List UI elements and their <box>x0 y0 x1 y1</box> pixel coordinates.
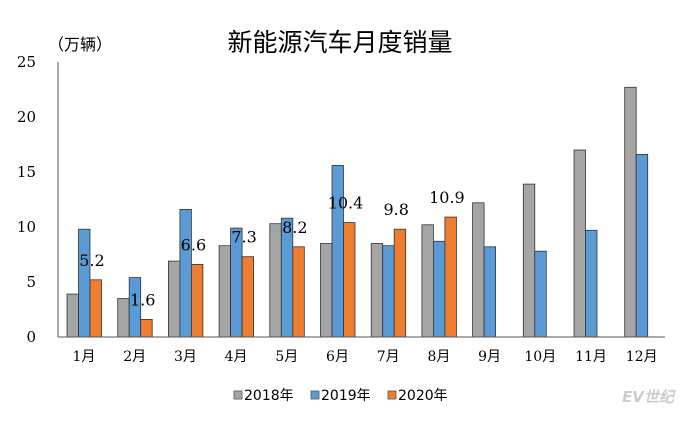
bar-2019年-10月 <box>534 250 547 338</box>
bar-2018年-2月 <box>117 298 130 338</box>
data-label: 9.8 <box>383 200 408 219</box>
bar-2018年-8月 <box>421 224 434 338</box>
legend-label: 2018年 <box>244 388 294 404</box>
bar-2018年-12月 <box>624 86 637 338</box>
bar-2018年-10月 <box>522 183 536 338</box>
bar-2019年-6月 <box>331 164 344 338</box>
bar-2020年-8月 <box>444 216 457 338</box>
bar-2018年-6月 <box>320 243 333 338</box>
y-axis-unit: （万辆） <box>48 35 112 54</box>
bar-2019年-8月 <box>432 240 446 338</box>
x-tick-label: 9月 <box>478 349 501 365</box>
bar-2020年-3月 <box>190 263 204 338</box>
x-tick-label: 2月 <box>123 349 146 365</box>
bar-2020年-5月 <box>292 246 305 338</box>
y-tick-label: 25 <box>17 53 36 71</box>
data-label: 7.3 <box>231 228 256 247</box>
watermark-logo: EV世纪 <box>622 388 676 406</box>
legend-item-2018年: 2018年 <box>233 388 294 404</box>
data-label: 10.9 <box>429 188 465 207</box>
data-label: 10.4 <box>328 194 364 213</box>
legend-item-2019年: 2019年 <box>310 388 371 404</box>
x-tick-label: 1月 <box>73 349 96 365</box>
bar-2019年-7月 <box>382 245 395 338</box>
legend-swatch <box>233 390 243 400</box>
bar-2019年-1月 <box>78 228 91 338</box>
x-tick-label: 11月 <box>575 349 607 365</box>
bar-2020年-6月 <box>343 222 356 338</box>
x-tick-label: 5月 <box>275 349 298 365</box>
y-tick-label: 20 <box>17 108 36 126</box>
bar-2019年-11月 <box>585 229 598 338</box>
legend-swatch <box>387 390 397 400</box>
legend-label: 2020年 <box>398 388 448 404</box>
bar-2018年-3月 <box>167 260 181 338</box>
data-label: 1.6 <box>130 290 155 309</box>
legend-item-2020年: 2020年 <box>387 388 448 404</box>
y-tick-label: 15 <box>17 163 36 181</box>
legend-swatch <box>310 390 320 400</box>
x-tick-label: 10月 <box>524 349 556 365</box>
bar-2018年-1月 <box>66 293 79 338</box>
bar-2018年-4月 <box>218 245 232 338</box>
y-tick-label: 0 <box>26 328 36 346</box>
x-tick-label: 12月 <box>626 349 658 365</box>
x-tick-label: 4月 <box>225 349 248 365</box>
data-label: 6.6 <box>181 235 206 254</box>
y-tick-label: 5 <box>26 273 36 291</box>
bar-2018年-9月 <box>472 202 485 338</box>
bar-2020年-7月 <box>393 228 407 338</box>
bar-2019年-3月 <box>179 208 192 338</box>
bar-2019年-12月 <box>635 153 649 338</box>
bar-2019年-9月 <box>483 246 497 338</box>
data-label: 5.2 <box>79 251 104 270</box>
chart-title: 新能源汽车月度销量 <box>227 28 452 57</box>
legend-label: 2019年 <box>321 388 371 404</box>
x-tick-label: 7月 <box>377 349 400 365</box>
x-tick-label: 6月 <box>326 349 349 365</box>
bar-2020年-2月 <box>140 318 153 338</box>
y-tick-label: 10 <box>17 218 36 236</box>
bar-2020年-1月 <box>89 279 102 338</box>
bar-2018年-11月 <box>573 149 586 338</box>
bar-2018年-5月 <box>269 223 282 338</box>
data-label: 8.2 <box>282 218 307 237</box>
bar-2020年-4月 <box>241 256 255 338</box>
bar-2018年-7月 <box>370 243 384 338</box>
x-tick-label: 8月 <box>427 349 450 365</box>
x-tick-label: 3月 <box>174 349 197 365</box>
